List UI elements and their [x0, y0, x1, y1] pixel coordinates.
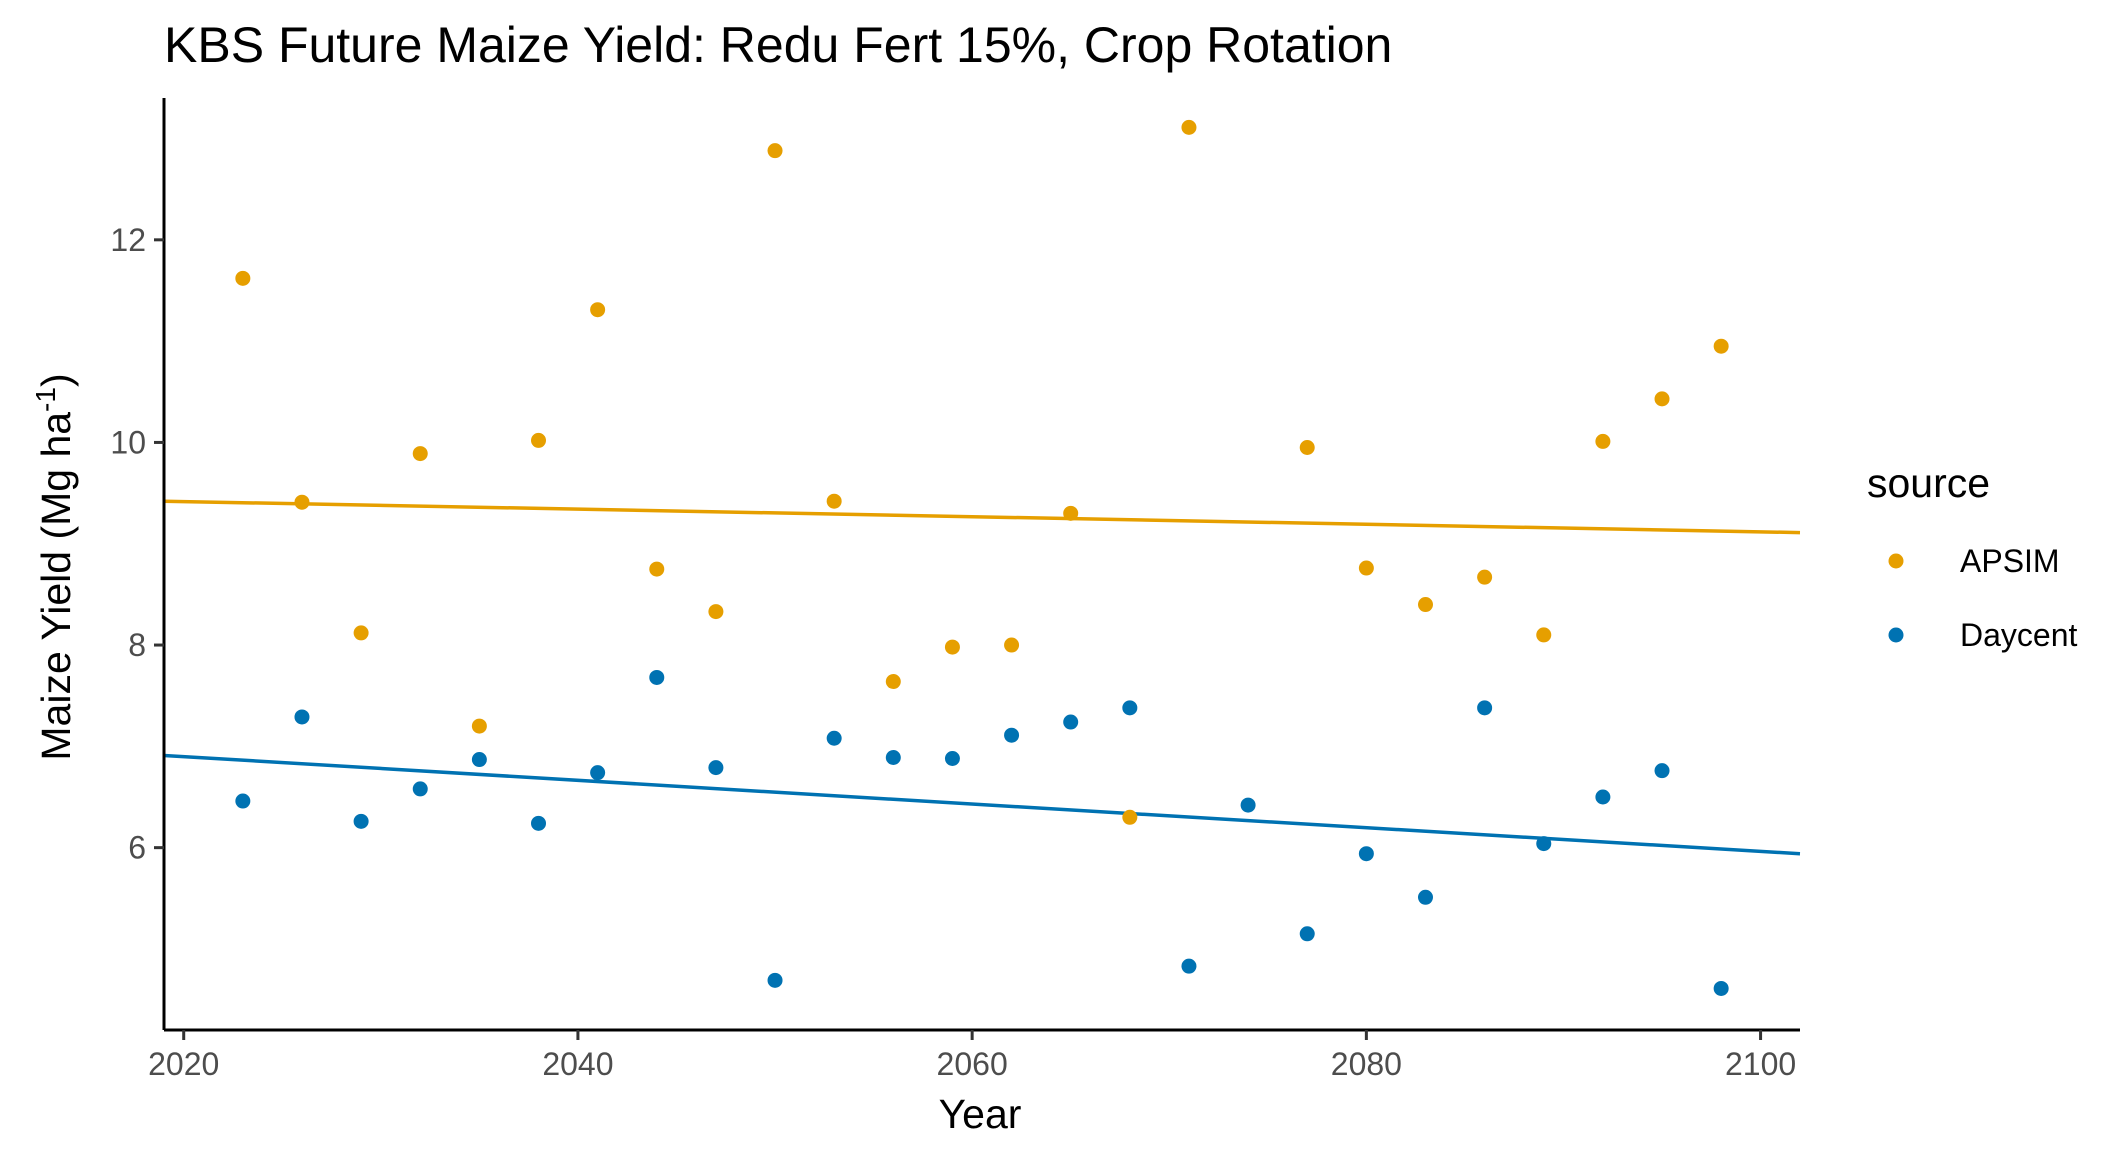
y-axis-title-main: Maize Yield (Mg ha [33, 412, 79, 761]
data-point-apsim [1536, 627, 1552, 643]
data-point-apsim [1713, 338, 1729, 354]
trend-line-daycent [163, 753, 1801, 856]
data-point-apsim [471, 718, 487, 734]
data-point-apsim [1595, 433, 1611, 449]
data-point-daycent [1417, 889, 1433, 905]
data-point-daycent [471, 752, 487, 768]
data-point-daycent [1063, 714, 1079, 730]
data-point-apsim [531, 432, 547, 448]
legend-title: source [1867, 460, 1990, 506]
data-point-apsim [1358, 560, 1374, 576]
data-point-daycent [1240, 797, 1256, 813]
data-point-apsim [885, 674, 901, 690]
y-tick-label: 12 [110, 222, 146, 258]
data-point-daycent [1299, 926, 1315, 942]
trend-lines [163, 499, 1801, 856]
data-point-apsim [1181, 119, 1197, 135]
x-tick-label: 2100 [1725, 1046, 1796, 1082]
data-point-apsim [590, 302, 606, 318]
data-point-daycent [1595, 789, 1611, 805]
data-point-apsim [767, 143, 783, 159]
legend-items: APSIM Daycent [1888, 543, 2078, 653]
data-point-daycent [1004, 727, 1020, 743]
x-tick-label: 2020 [148, 1046, 219, 1082]
data-point-daycent [708, 760, 724, 776]
data-point-apsim [1004, 637, 1020, 653]
data-point-daycent [826, 730, 842, 746]
data-point-apsim [412, 446, 428, 462]
data-point-daycent [1654, 763, 1670, 779]
x-tick-label: 2040 [542, 1046, 613, 1082]
legend: source APSIM Daycent [1867, 460, 2078, 653]
legend-label-apsim: APSIM [1960, 543, 2060, 579]
legend-label-daycent: Daycent [1960, 617, 2078, 653]
data-point-daycent [294, 709, 310, 725]
y-axis-ticks: 6 8 10 12 [110, 222, 164, 866]
data-point-apsim [294, 494, 310, 510]
data-point-apsim [1122, 809, 1138, 825]
data-point-apsim [649, 561, 665, 577]
x-axis-ticks: 2020 2040 2060 2080 2100 [148, 1030, 1796, 1082]
data-point-daycent [1122, 700, 1138, 716]
data-point-apsim [1654, 391, 1670, 407]
data-point-daycent [353, 813, 369, 829]
chart-title: KBS Future Maize Yield: Redu Fert 15%, C… [164, 17, 1392, 73]
data-point-apsim [1299, 440, 1315, 455]
data-point-apsim [1063, 505, 1079, 521]
y-tick-label: 8 [128, 627, 146, 663]
data-point-daycent [885, 749, 901, 765]
data-point-apsim [235, 270, 251, 286]
data-point-daycent [1536, 836, 1552, 852]
legend-key-apsim [1888, 553, 1904, 569]
y-tick-label: 10 [110, 424, 146, 460]
y-axis-title: Maize Yield (Mg ha-1) [30, 373, 79, 760]
data-point-apsim [708, 604, 724, 620]
y-axis-title-suffix: ) [33, 373, 79, 387]
data-point-apsim [1477, 569, 1493, 585]
data-point-daycent [767, 972, 783, 988]
x-tick-label: 2060 [937, 1046, 1008, 1082]
y-tick-label: 6 [128, 830, 146, 866]
data-point-daycent [412, 781, 428, 797]
y-axis-title-superscript: -1 [30, 387, 61, 412]
data-point-daycent [649, 669, 665, 685]
data-point-apsim [826, 493, 842, 509]
data-points [235, 119, 1729, 996]
data-point-daycent [531, 815, 547, 831]
data-point-apsim [1417, 597, 1433, 613]
data-point-daycent [1477, 700, 1493, 716]
data-point-daycent [1358, 846, 1374, 862]
data-point-daycent [590, 765, 606, 781]
data-point-daycent [1713, 980, 1729, 996]
x-axis-title: Year [939, 1091, 1022, 1137]
legend-key-daycent [1888, 627, 1904, 643]
data-point-daycent [944, 751, 960, 767]
data-point-apsim [353, 625, 369, 641]
data-point-daycent [1181, 958, 1197, 974]
data-point-daycent [235, 793, 251, 809]
trend-line-apsim [163, 499, 1801, 535]
x-tick-label: 2080 [1331, 1046, 1402, 1082]
data-point-apsim [944, 639, 960, 655]
